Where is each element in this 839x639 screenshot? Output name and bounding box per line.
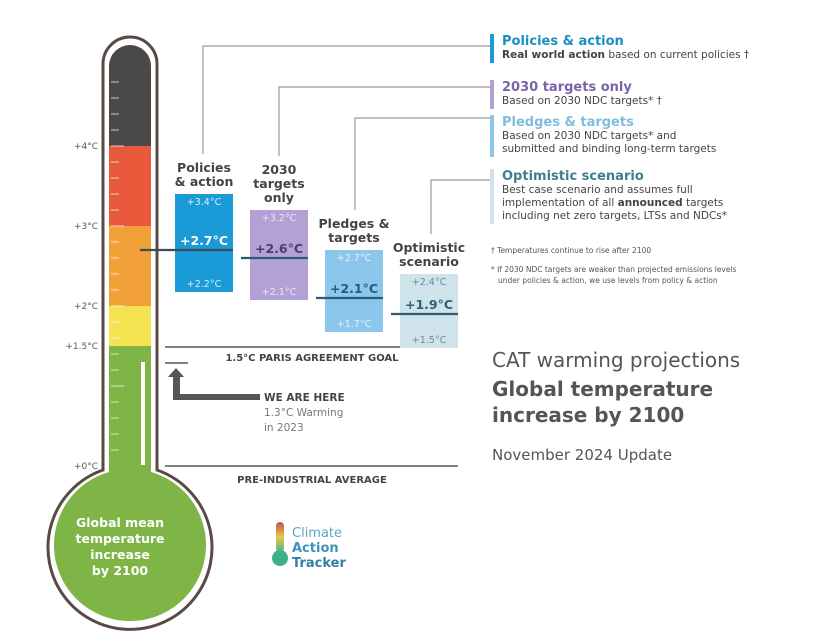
- scenario-label: Policies: [177, 160, 231, 175]
- thermometer-band-green: [54, 346, 207, 622]
- range-bar: [325, 250, 383, 332]
- thermometer-band-orange: [100, 226, 160, 306]
- we-are-here-detail: in 2023: [264, 422, 304, 434]
- legend-title: Optimistic scenario: [502, 169, 644, 184]
- connector-line: [430, 179, 490, 234]
- chart-title: CAT warming projections: [492, 348, 740, 372]
- connector-line: [354, 117, 490, 210]
- logo-thermometer-icon: [276, 522, 284, 552]
- low-value-label: +1.5°C: [412, 335, 447, 346]
- we-are-here-detail: 1.3°C Warming: [264, 407, 343, 419]
- thermometer: Global mean temperature increase by 2100: [46, 35, 214, 631]
- legend-swatch: [490, 34, 494, 63]
- chart-subtitle: Global temperature: [492, 377, 713, 401]
- median-value-label: +1.9°C: [405, 297, 453, 312]
- legend-description: including net zero targets, LTSs and NDC…: [502, 210, 727, 222]
- chart-subtitle: increase by 2100: [492, 403, 684, 427]
- thermometer-band-yellow: [100, 306, 160, 346]
- y-axis: +0°C +1.5°C +2°C +3°C +4°C: [65, 142, 98, 472]
- legend-description: Real world action based on current polic…: [502, 49, 749, 61]
- high-value-label: +2.4°C: [412, 277, 447, 288]
- median-value-label: +2.6°C: [255, 241, 303, 256]
- logo-text: Climate: [292, 526, 342, 541]
- low-value-label: +2.2°C: [187, 279, 222, 290]
- legend-description: implementation of all announced targets: [502, 197, 723, 209]
- scenario-bars: Policies& action+3.4°C+2.2°C+2.7°C2030ta…: [140, 45, 490, 348]
- y-tick-label: +4°C: [74, 142, 98, 152]
- connector-line: [202, 45, 490, 154]
- bulb-label-line: temperature: [75, 531, 164, 546]
- scenario-label: Optimistic: [393, 240, 465, 255]
- high-value-label: +2.7°C: [337, 253, 372, 264]
- update-date: November 2024 Update: [492, 446, 672, 464]
- scenario-label: scenario: [399, 254, 459, 269]
- bulb-label-line: by 2100: [92, 563, 149, 578]
- current-level-indicator: [141, 362, 145, 465]
- logo-text: Action: [292, 541, 339, 556]
- logo-text: Tracker: [292, 556, 346, 571]
- scenario-label: targets: [328, 230, 379, 245]
- legend-description: Based on 2030 NDC targets* †: [502, 95, 662, 107]
- legend-swatch: [490, 169, 494, 224]
- median-value-label: +2.1°C: [330, 281, 378, 296]
- thermometer-band-gray: [100, 45, 160, 146]
- high-value-label: +3.2°C: [262, 213, 297, 224]
- range-bar: [400, 274, 458, 348]
- legend-description: Best case scenario and assumes full: [502, 184, 693, 196]
- we-are-here-marker: WE ARE HERE 1.3°C Warming in 2023: [165, 362, 345, 434]
- low-value-label: +2.1°C: [262, 287, 297, 298]
- median-value-label: +2.7°C: [180, 233, 228, 248]
- legend-title: Pledges & targets: [502, 115, 634, 130]
- y-tick-label: +0°C: [74, 462, 98, 472]
- legend-description: submitted and binding long-term targets: [502, 143, 716, 155]
- thermometer-band-red: [100, 146, 160, 226]
- bulb-label-line: Global mean: [76, 515, 164, 530]
- bulb-label-line: increase: [90, 547, 150, 562]
- low-value-label: +1.7°C: [337, 319, 372, 330]
- scenario-label: targets: [253, 176, 304, 191]
- y-tick-label: +3°C: [74, 222, 98, 232]
- range-bar: [175, 194, 233, 292]
- y-tick-label: +1.5°C: [65, 342, 98, 352]
- scenario-label: 2030: [262, 162, 297, 177]
- scenario-label: & action: [175, 174, 234, 189]
- connector-line: [278, 86, 490, 156]
- range-bar: [250, 210, 308, 300]
- note-dagger: † Temperatures continue to rise after 21…: [491, 246, 651, 255]
- legend-title: 2030 targets only: [502, 80, 632, 95]
- scenario-label: only: [264, 190, 294, 205]
- climate-action-tracker-logo: Climate Action Tracker: [272, 522, 346, 571]
- paris-goal-label: 1.5°C PARIS AGREEMENT GOAL: [225, 353, 399, 364]
- legend-title: Policies & action: [502, 34, 624, 49]
- we-are-here-label: WE ARE HERE: [264, 392, 345, 404]
- legend-swatch: [490, 80, 494, 109]
- logo-bulb: [272, 550, 288, 566]
- scenario-pledges: Pledges &targets +2.7°C +1.7°C +2.1°C: [316, 117, 490, 332]
- arrow-up-icon: [168, 368, 260, 400]
- high-value-label: +3.4°C: [187, 197, 222, 208]
- note-asterisk: * If 2030 NDC targets are weaker than pr…: [491, 265, 737, 274]
- legend-description: Based on 2030 NDC targets* and: [502, 130, 676, 142]
- note-asterisk: under policies & action, we use levels f…: [498, 276, 718, 285]
- scenario-label: Pledges &: [319, 216, 390, 231]
- scenario-policies: Policies& action +3.4°C +2.2°C +2.7°C: [140, 45, 490, 292]
- legend-swatch: [490, 115, 494, 157]
- pre-industrial-label: PRE-INDUSTRIAL AVERAGE: [237, 475, 387, 486]
- y-tick-label: +2°C: [74, 302, 98, 312]
